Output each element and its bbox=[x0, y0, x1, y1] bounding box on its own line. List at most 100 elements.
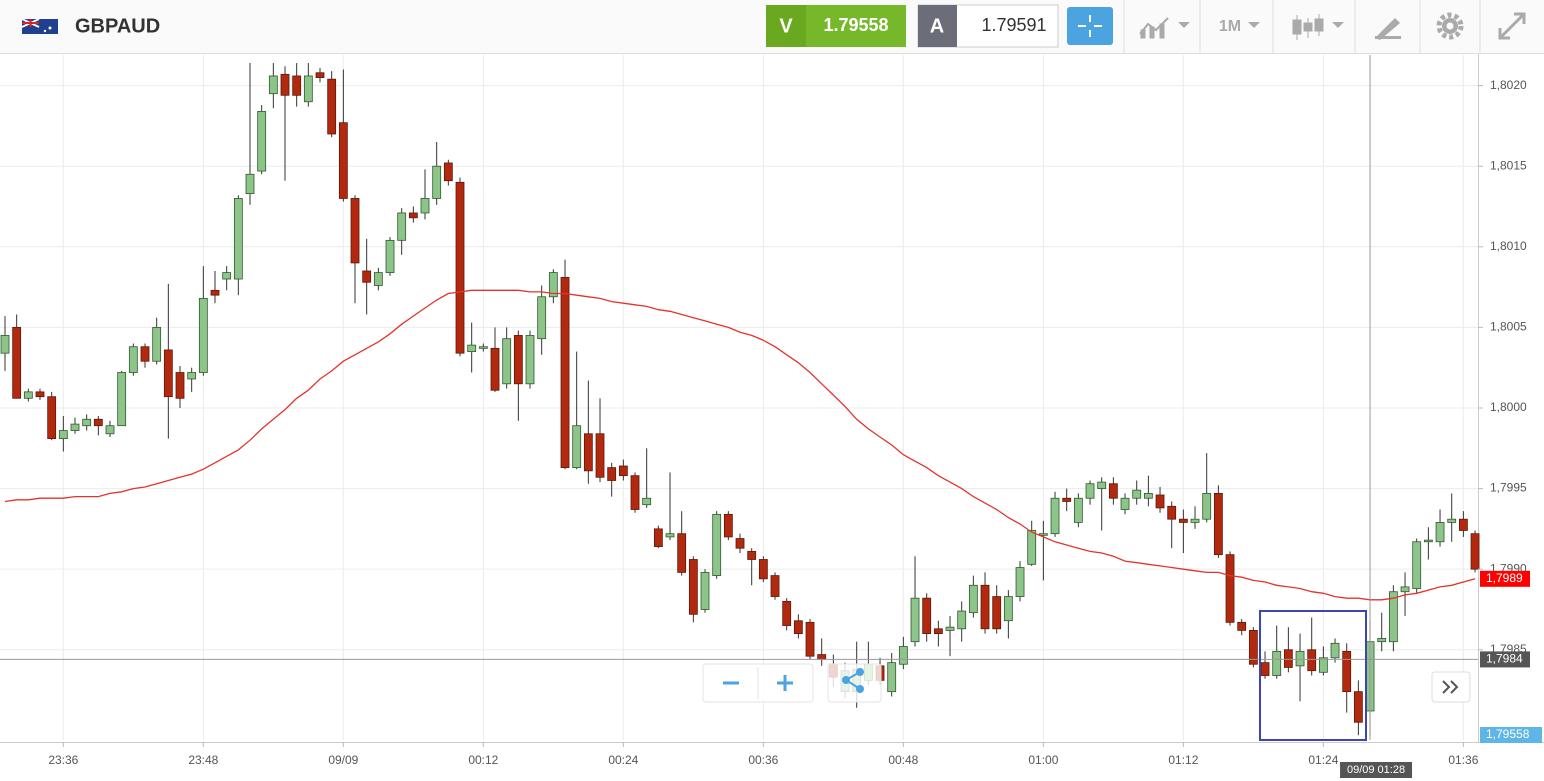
scroll-right-button[interactable] bbox=[1431, 671, 1471, 703]
crosshair-time-label: 09/09 01:28 bbox=[1347, 764, 1405, 776]
candle-body bbox=[222, 272, 232, 280]
candle-body bbox=[1318, 657, 1328, 673]
candle-body bbox=[1190, 518, 1200, 523]
x-tick-label: 01:24 bbox=[1308, 753, 1338, 767]
candle-body bbox=[1400, 586, 1410, 593]
candle-body bbox=[933, 628, 943, 635]
candle-body bbox=[198, 297, 208, 373]
bid-label: 1,79558 bbox=[1486, 727, 1530, 741]
candle-body bbox=[793, 620, 803, 635]
candle-body bbox=[665, 533, 675, 538]
candle-body bbox=[152, 326, 162, 362]
candle-body bbox=[1307, 649, 1317, 672]
candle-body bbox=[70, 423, 80, 431]
candle-body bbox=[887, 662, 897, 693]
symbol: GBPAUD bbox=[75, 15, 160, 37]
candle-body bbox=[525, 335, 535, 385]
x-tick-label: 00:24 bbox=[608, 753, 638, 767]
candle-body bbox=[233, 198, 243, 280]
moving-average bbox=[4, 289, 1476, 601]
candle-body bbox=[1458, 518, 1468, 531]
share-button[interactable] bbox=[827, 663, 882, 703]
candle-body bbox=[280, 73, 290, 96]
candle-body bbox=[93, 418, 103, 427]
ma-value-box bbox=[1480, 570, 1530, 587]
candle-body bbox=[548, 272, 558, 298]
candle-body bbox=[1143, 492, 1153, 499]
candle-body bbox=[922, 597, 932, 635]
candle-body bbox=[618, 465, 628, 477]
chart-type-button[interactable] bbox=[1139, 17, 1190, 39]
candle-body bbox=[478, 346, 488, 349]
candle-body bbox=[1283, 649, 1293, 668]
candle-body bbox=[117, 372, 127, 427]
buy-label: A bbox=[930, 15, 944, 37]
sell-price: 1.79558 bbox=[823, 15, 888, 35]
timeframe-caret bbox=[1248, 22, 1260, 28]
fullscreen-button[interactable] bbox=[1498, 12, 1526, 40]
candle-body bbox=[560, 277, 570, 469]
candle-body bbox=[1295, 650, 1305, 667]
y-tick-label: 1,8000 bbox=[1490, 400, 1527, 414]
crosshair-icon bbox=[1078, 15, 1102, 37]
candle-body bbox=[163, 349, 173, 398]
candle-body bbox=[957, 610, 967, 630]
settings-button[interactable] bbox=[1436, 12, 1464, 40]
candle-body bbox=[1213, 492, 1223, 556]
candle-body bbox=[980, 584, 990, 630]
ma-value-label: 1,7989 bbox=[1486, 571, 1523, 585]
candle-body bbox=[1260, 662, 1270, 676]
candle-body bbox=[1202, 492, 1212, 520]
candle-body bbox=[443, 162, 453, 182]
candle-body bbox=[1225, 554, 1235, 623]
buy-price: 1.79591 bbox=[981, 15, 1046, 35]
candle-body bbox=[175, 372, 185, 399]
highlight-box bbox=[1259, 610, 1367, 741]
candle-body bbox=[653, 528, 663, 547]
candle-body bbox=[467, 344, 477, 352]
crosshair-price-box bbox=[1480, 651, 1530, 668]
drawing-button[interactable] bbox=[1375, 18, 1401, 40]
candle-body bbox=[362, 270, 372, 283]
flag bbox=[21, 18, 58, 34]
candle-style-button[interactable] bbox=[1292, 14, 1344, 40]
bid-box bbox=[1480, 727, 1542, 743]
x-tick-label: 00:12 bbox=[468, 753, 498, 767]
candle-body bbox=[513, 335, 523, 385]
candle-body bbox=[1038, 533, 1048, 536]
candle-body bbox=[630, 475, 640, 510]
candle-body bbox=[373, 272, 383, 286]
candle-body bbox=[1248, 630, 1258, 665]
candle-body bbox=[1062, 497, 1072, 502]
candle-body bbox=[1423, 539, 1433, 543]
y-tick-label: 1,7995 bbox=[1490, 481, 1527, 495]
candle-body bbox=[420, 198, 430, 214]
y-tick-label: 1,8015 bbox=[1490, 158, 1527, 172]
candle-body bbox=[385, 239, 395, 273]
candle-body bbox=[210, 289, 220, 296]
zoom-in[interactable] bbox=[777, 675, 793, 691]
x-tick-label: 00:48 bbox=[888, 753, 918, 767]
candle-body bbox=[1353, 691, 1363, 723]
candle-body bbox=[128, 346, 138, 373]
candle-body bbox=[1132, 489, 1142, 499]
candle-body bbox=[187, 372, 197, 380]
candle-body bbox=[327, 78, 337, 135]
candle-body bbox=[583, 433, 593, 472]
x-tick-label: 09/09 bbox=[328, 753, 358, 767]
candle-body bbox=[735, 538, 745, 549]
candle-body bbox=[1097, 481, 1107, 489]
candle-body bbox=[747, 551, 757, 560]
candle-body bbox=[350, 198, 360, 264]
timeframe[interactable]: 1M bbox=[1219, 18, 1241, 35]
crosshair-button[interactable] bbox=[1067, 7, 1113, 45]
axis-labels: 1,79851,79901,79951,80001,80051,80101,80… bbox=[48, 78, 1542, 778]
y-tick-label: 1,8005 bbox=[1490, 320, 1527, 334]
candle-body bbox=[1085, 483, 1095, 499]
y-tick-label: 1,8020 bbox=[1490, 78, 1527, 92]
candle-body bbox=[677, 533, 687, 573]
candle-body bbox=[1108, 483, 1118, 499]
candle-body bbox=[490, 347, 500, 391]
